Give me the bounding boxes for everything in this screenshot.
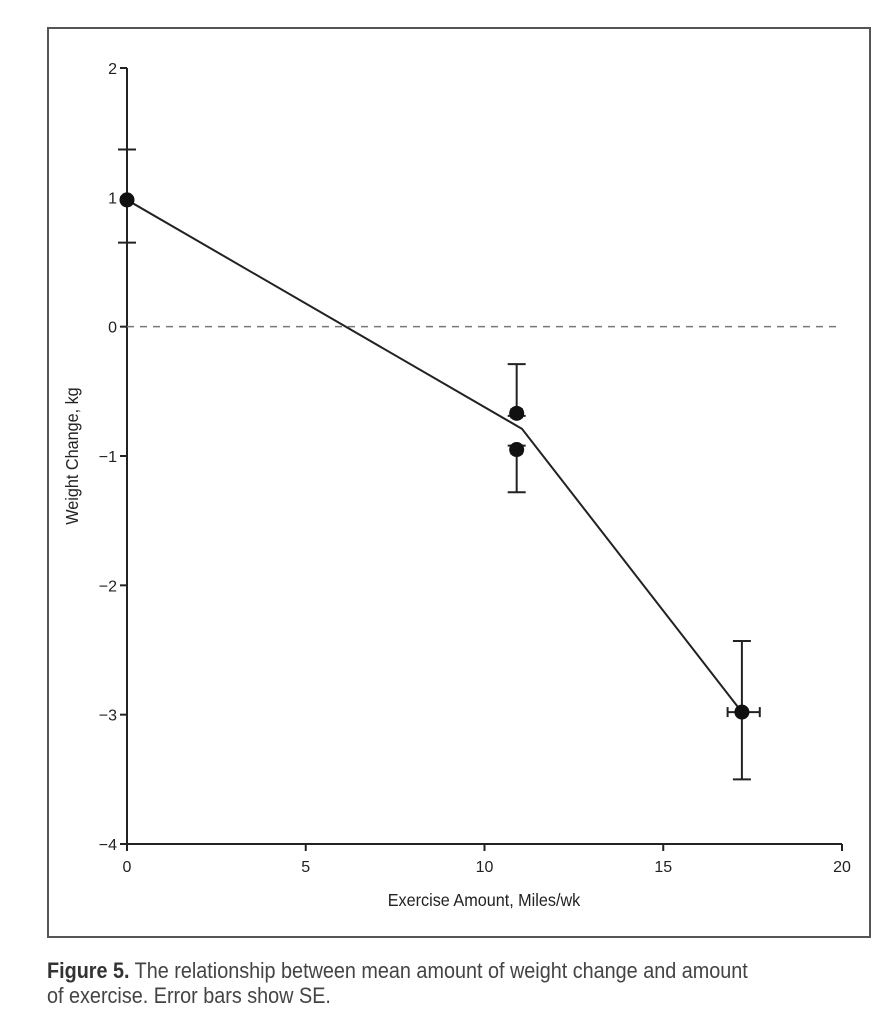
x-axis-label: Exercise Amount, Miles/wk: [388, 890, 581, 910]
data-point: [509, 405, 525, 421]
caption-text: The relationship between mean amount of …: [47, 958, 748, 1008]
x-tick-label: 5: [301, 859, 310, 876]
y-tick-label: 0: [108, 320, 117, 337]
caption-label: Figure 5.: [47, 958, 130, 983]
x-tick-label: 0: [123, 859, 132, 876]
y-tick-label: −3: [99, 708, 117, 725]
y-tick-label: 1: [108, 190, 117, 207]
y-tick-label: 2: [108, 61, 117, 78]
x-tick-label: 10: [476, 859, 494, 876]
data-point: [509, 442, 525, 458]
data-point: [734, 704, 750, 720]
figure-caption: Figure 5. The relationship between mean …: [47, 958, 767, 1008]
y-axis-label: Weight Change, kg: [62, 387, 82, 524]
y-tick-label: −2: [99, 578, 117, 595]
y-tick-label: −4: [99, 837, 117, 854]
x-tick-label: 15: [654, 859, 672, 876]
y-tick-label: −1: [99, 449, 117, 466]
data-point: [119, 192, 135, 208]
series-line: [126, 199, 743, 713]
figure-frame: [47, 27, 871, 938]
x-tick-label: 20: [833, 859, 851, 876]
